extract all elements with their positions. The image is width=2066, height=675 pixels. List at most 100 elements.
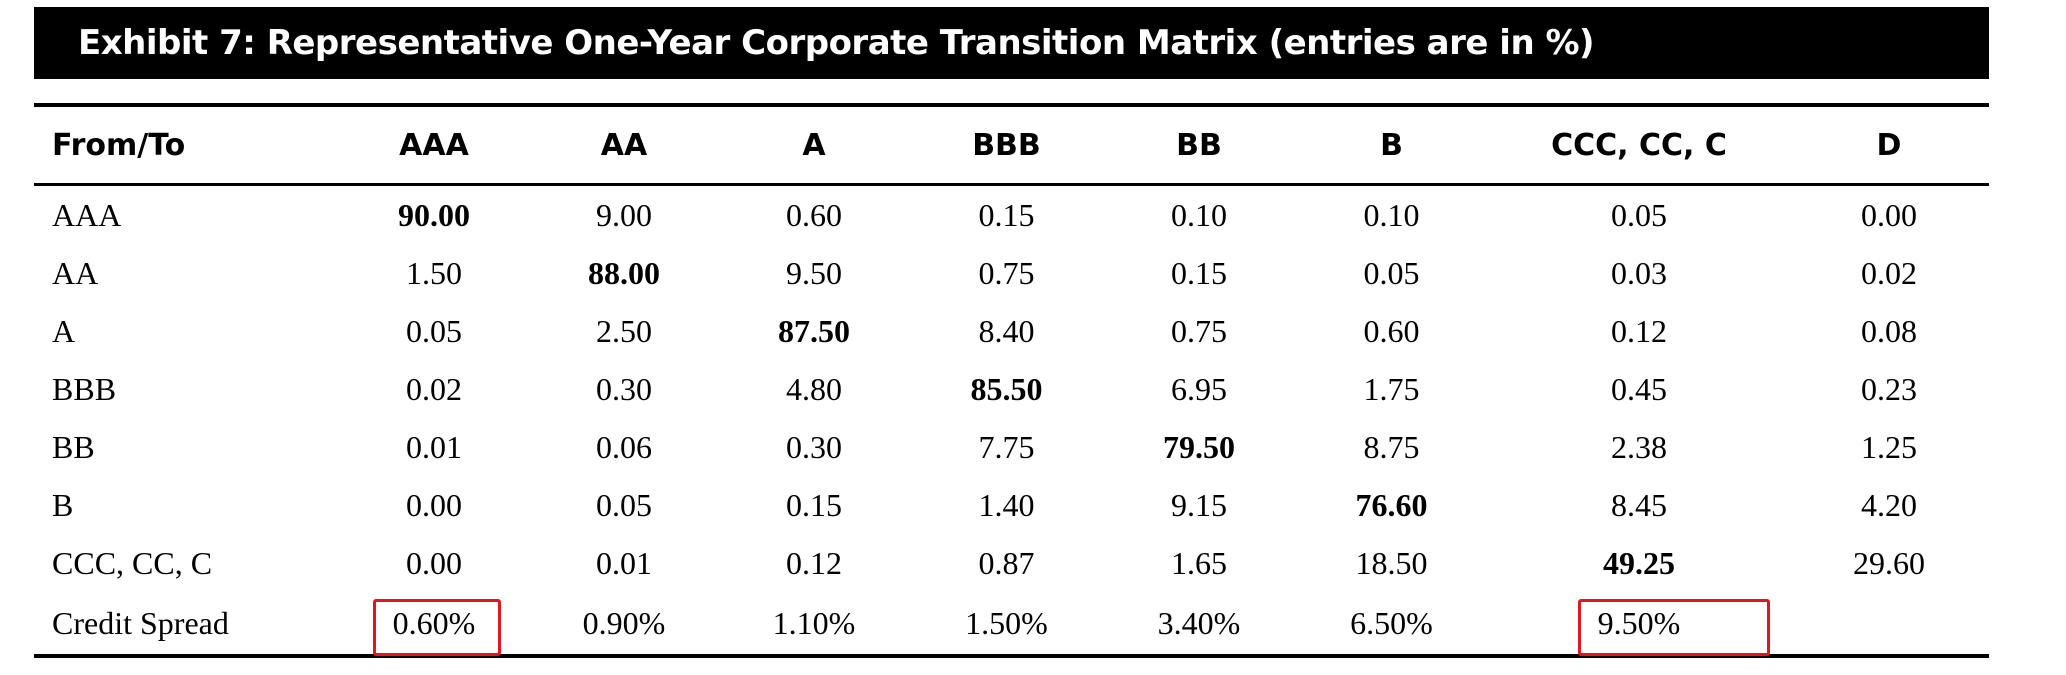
matrix-cell: 1.65 — [1171, 544, 1227, 581]
matrix-cell: 0.30 — [786, 428, 842, 465]
header-row: From/To AAA AA A BBB BB B CCC, CC, C D — [34, 105, 1989, 186]
matrix-cell: 2.50 — [596, 312, 652, 349]
diagonal-cell: 49.25 — [1603, 544, 1675, 581]
matrix-cell: 0.00 — [1861, 196, 1917, 233]
matrix-cell: 0.60 — [786, 196, 842, 233]
column-header: AAA — [339, 105, 529, 186]
matrix-cell: 0.75 — [978, 254, 1035, 291]
column-header: From/To — [34, 105, 339, 186]
diagonal-cell: 90.00 — [398, 196, 470, 233]
matrix-cell: 0.03 — [1611, 254, 1667, 291]
spread-text: 0.60% — [392, 604, 476, 641]
spread-value: 1.50% — [965, 604, 1048, 641]
matrix-cell: 8.75 — [1363, 428, 1420, 465]
matrix-cell: 0.08 — [1861, 312, 1917, 349]
highlight-box — [1577, 598, 1771, 656]
column-header: D — [1789, 105, 1989, 186]
spread-cell: 3.40% — [1104, 592, 1294, 656]
matrix-row: CCC, CC, C 0.00 0.01 0.12 0.87 1.65 18.50 49.25… — [34, 534, 1989, 592]
spread-cell: 6.50% — [1294, 592, 1489, 656]
diagonal-cell: 88.00 — [588, 254, 660, 291]
matrix-cell: 0.02 — [406, 370, 462, 407]
column-header: BB — [1104, 105, 1294, 186]
matrix-cell: 0.10 — [1363, 196, 1420, 233]
matrix-row: BBB 0.02 0.30 4.80 85.50 6.95 1.75 0.45 0.23 — [34, 360, 1989, 418]
matrix-cell: 2.38 — [1611, 428, 1667, 465]
spread-cell: 0.60% — [339, 592, 529, 656]
matrix-cell: 0.06 — [596, 428, 652, 465]
row-label: AAA — [52, 196, 122, 233]
matrix-cell: 4.80 — [786, 370, 842, 407]
spread-value: 6.50% — [1350, 604, 1433, 641]
column-header: BBB — [909, 105, 1104, 186]
matrix-cell: 1.50 — [406, 254, 462, 291]
row-label: BB — [52, 428, 95, 465]
matrix-cell: 0.15 — [978, 196, 1035, 233]
matrix-cell: 9.00 — [596, 196, 652, 233]
matrix-cell: 6.95 — [1171, 370, 1227, 407]
row-label: CCC, CC, C — [52, 544, 213, 581]
spread-value: 3.40% — [1157, 604, 1241, 641]
row-label: AA — [52, 254, 99, 291]
diagonal-cell: 76.60 — [1355, 486, 1428, 523]
matrix-cell: 0.12 — [786, 544, 842, 581]
row-label: BBB — [52, 370, 117, 407]
spread-cell: 1.50% — [909, 592, 1104, 656]
column-header: B — [1294, 105, 1489, 186]
matrix-cell: 0.60 — [1363, 312, 1420, 349]
matrix-cell: 7.75 — [978, 428, 1035, 465]
matrix-cell: 0.00 — [406, 486, 462, 523]
diagonal-cell: 87.50 — [778, 312, 850, 349]
spread-value: 0.90% — [582, 604, 666, 641]
exhibit: Exhibit 7: Representative One-Year Corpo… — [34, 7, 1989, 658]
matrix-cell: 0.05 — [596, 486, 652, 523]
spread-cell-empty — [1789, 592, 1989, 656]
matrix-cell: 0.01 — [406, 428, 462, 465]
matrix-cell: 0.00 — [406, 544, 462, 581]
row-label: B — [52, 486, 74, 523]
spread-text: 9.50% — [1597, 604, 1681, 641]
matrix-cell: 0.23 — [1861, 370, 1917, 407]
row-label: A — [52, 312, 76, 349]
column-header: AA — [529, 105, 719, 186]
matrix-cell: 18.50 — [1355, 544, 1428, 581]
matrix-cell: 0.10 — [1171, 196, 1227, 233]
spread-value: 9.50% — [1577, 598, 1771, 656]
matrix-cell: 0.15 — [786, 486, 842, 523]
matrix-cell: 9.50 — [786, 254, 842, 291]
matrix-cell: 0.05 — [406, 312, 462, 349]
transition-matrix-table: From/To AAA AA A BBB BB B CCC, CC, C D A… — [34, 103, 1989, 658]
matrix-cell: 0.45 — [1611, 370, 1667, 407]
matrix-cell: 8.45 — [1611, 486, 1667, 523]
row-label: Credit Spread — [52, 604, 229, 641]
matrix-row: BB 0.01 0.06 0.30 7.75 79.50 8.75 2.38 1.25 — [34, 418, 1989, 476]
matrix-cell: 4.20 — [1861, 486, 1917, 523]
diagonal-cell: 85.50 — [970, 370, 1043, 407]
matrix-cell: 0.87 — [978, 544, 1035, 581]
matrix-cell: 0.15 — [1171, 254, 1227, 291]
matrix-cell: 9.15 — [1171, 486, 1227, 523]
credit-spread-row: Credit Spread 0.60% 0.90% 1.10% 1.50% 3.… — [34, 592, 1989, 656]
matrix-cell: 1.75 — [1363, 370, 1420, 407]
spread-cell: 0.90% — [529, 592, 719, 656]
matrix-cell: 0.05 — [1363, 254, 1420, 291]
matrix-cell: 0.02 — [1861, 254, 1917, 291]
spread-cell: 1.10% — [719, 592, 909, 656]
matrix-row: AAA 90.00 9.00 0.60 0.15 0.10 0.10 0.05 0.00 — [34, 185, 1989, 245]
spread-value: 0.60% — [372, 598, 502, 656]
spread-cell: 9.50% — [1489, 592, 1789, 656]
matrix-cell: 0.01 — [596, 544, 652, 581]
highlight-box — [372, 598, 502, 656]
exhibit-title: Exhibit 7: Representative One-Year Corpo… — [34, 7, 1989, 79]
matrix-cell: 29.60 — [1853, 544, 1925, 581]
column-header: A — [719, 105, 909, 186]
matrix-cell: 1.25 — [1861, 428, 1917, 465]
spread-value: 1.10% — [772, 604, 856, 641]
matrix-row: B 0.00 0.05 0.15 1.40 9.15 76.60 8.45 4.20 — [34, 476, 1989, 534]
diagonal-cell: 79.50 — [1163, 428, 1235, 465]
matrix-cell: 0.30 — [596, 370, 652, 407]
matrix-row: AA 1.50 88.00 9.50 0.75 0.15 0.05 0.03 0.02 — [34, 244, 1989, 302]
matrix-cell: 0.12 — [1611, 312, 1667, 349]
matrix-cell: 1.40 — [978, 486, 1035, 523]
matrix-cell: 0.05 — [1611, 196, 1667, 233]
